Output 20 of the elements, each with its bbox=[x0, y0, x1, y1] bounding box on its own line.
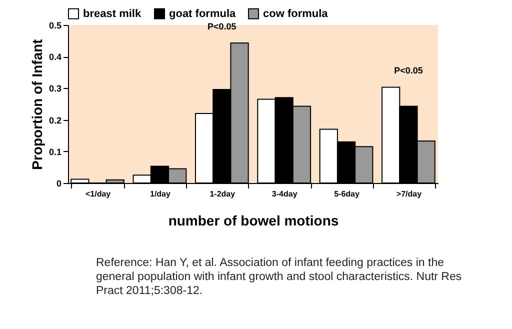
legend-label: cow formula bbox=[263, 8, 329, 20]
y-tick-label: 0.5 bbox=[48, 20, 62, 30]
x-tick-label: 1-2day bbox=[210, 190, 236, 198]
x-axis-title: number of bowel motions bbox=[168, 212, 339, 228]
x-tick-label: 1/day bbox=[150, 190, 171, 198]
x-tick-label: >7/day bbox=[396, 190, 422, 198]
x-tick-label: <1/day bbox=[85, 190, 112, 198]
annotation: P<0.05 bbox=[394, 66, 423, 76]
legend-label: breast milk bbox=[83, 8, 142, 20]
y-tick-label: 0 bbox=[56, 178, 62, 188]
y-tick-label: 0.1 bbox=[48, 146, 62, 157]
y-tick-label: 0.3 bbox=[48, 84, 62, 94]
y-tick-label: 0.4 bbox=[48, 52, 62, 62]
x-tick-label: 5-6day bbox=[334, 190, 360, 198]
x-tick-label: 3-4day bbox=[272, 190, 298, 198]
legend-label: goat formula bbox=[169, 8, 236, 20]
annotation: P<0.05 bbox=[208, 21, 236, 32]
text: Reference: Han Y, et al. Association of infant feeding practices in the general population with infant growth and stool characteristics. Nutr Res Pract 2011;5:308-12. bbox=[96, 256, 463, 298]
y-tick-label: 0.2 bbox=[48, 115, 62, 126]
y-axis-title: Proportion of Infant bbox=[28, 38, 45, 170]
